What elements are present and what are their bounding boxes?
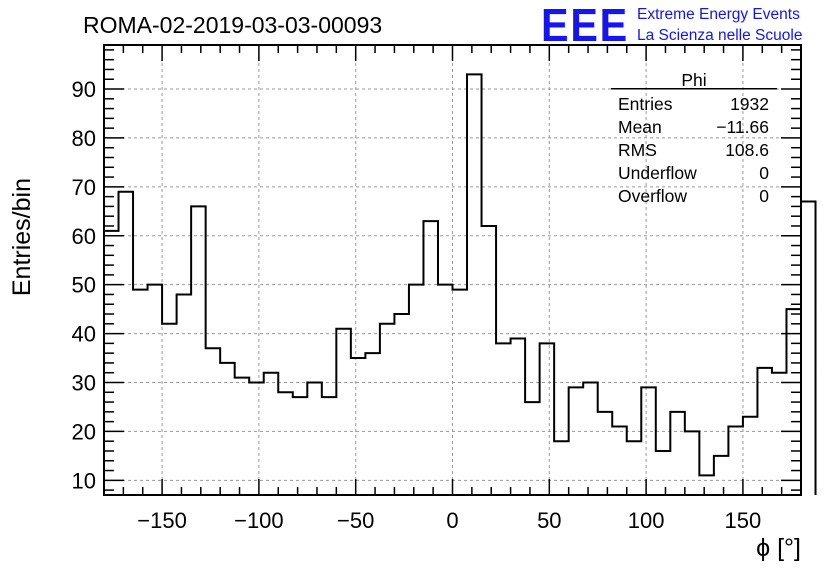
y-tick-labels: 10 20 30 40 50 60 70 80 90 [72, 77, 96, 493]
y-axis-label: Entries/bin [8, 178, 36, 296]
y-tick-label: 10 [72, 468, 96, 493]
grid [104, 45, 801, 495]
stats-mean-value: −11.66 [716, 117, 769, 137]
x-tick-label: −100 [234, 508, 284, 533]
x-tick-label: 100 [628, 508, 665, 533]
plot-frame [103, 44, 802, 496]
stats-rms-label: RMS [618, 140, 657, 160]
x-tick-label: 150 [725, 508, 762, 533]
x-tick-label: 50 [537, 508, 561, 533]
y-tick-label: 80 [72, 126, 96, 151]
y-tick-label: 50 [72, 273, 96, 298]
y-tick-label: 30 [72, 371, 96, 396]
logo-line-2: La Scienza nelle Scuole [637, 27, 802, 44]
y-tick-label: 90 [72, 77, 96, 102]
chart-title: ROMA-02-2019-03-03-00093 [83, 12, 382, 38]
eee-logo: EEE Extreme Energy Events La Scienza nel… [541, 0, 802, 51]
x-tick-label: −50 [337, 508, 374, 533]
stats-rms-value: 108.6 [725, 140, 769, 160]
x-axis-label: ϕ [°] [756, 534, 801, 562]
logo-letters: EEE [541, 0, 629, 51]
stats-underflow-value: 0 [759, 163, 769, 183]
y-tick-label: 60 [72, 224, 96, 249]
stats-title: Phi [681, 70, 706, 90]
logo-line-1: Extreme Energy Events [637, 6, 800, 23]
stats-entries-label: Entries [618, 94, 673, 114]
y-tick-label: 70 [72, 175, 96, 200]
stats-overflow-value: 0 [759, 186, 769, 206]
axis-ticks [103, 45, 802, 495]
y-tick-label: 40 [72, 322, 96, 347]
stats-entries-value: 1932 [730, 94, 769, 114]
stats-mean-label: Mean [618, 117, 662, 137]
stats-underflow-label: Underflow [618, 163, 697, 183]
x-tick-label: 0 [446, 508, 458, 533]
histogram-outline [104, 73, 817, 495]
x-tick-label: −150 [137, 508, 187, 533]
y-tick-label: 20 [72, 419, 96, 444]
stats-header-rule [611, 88, 777, 90]
x-tick-labels: −150 −100 −50 0 50 100 150 [137, 508, 761, 533]
stats-box: Phi Entries 1932 Mean −11.66 RMS 108.6 U… [611, 70, 777, 206]
stats-overflow-label: Overflow [618, 186, 687, 206]
